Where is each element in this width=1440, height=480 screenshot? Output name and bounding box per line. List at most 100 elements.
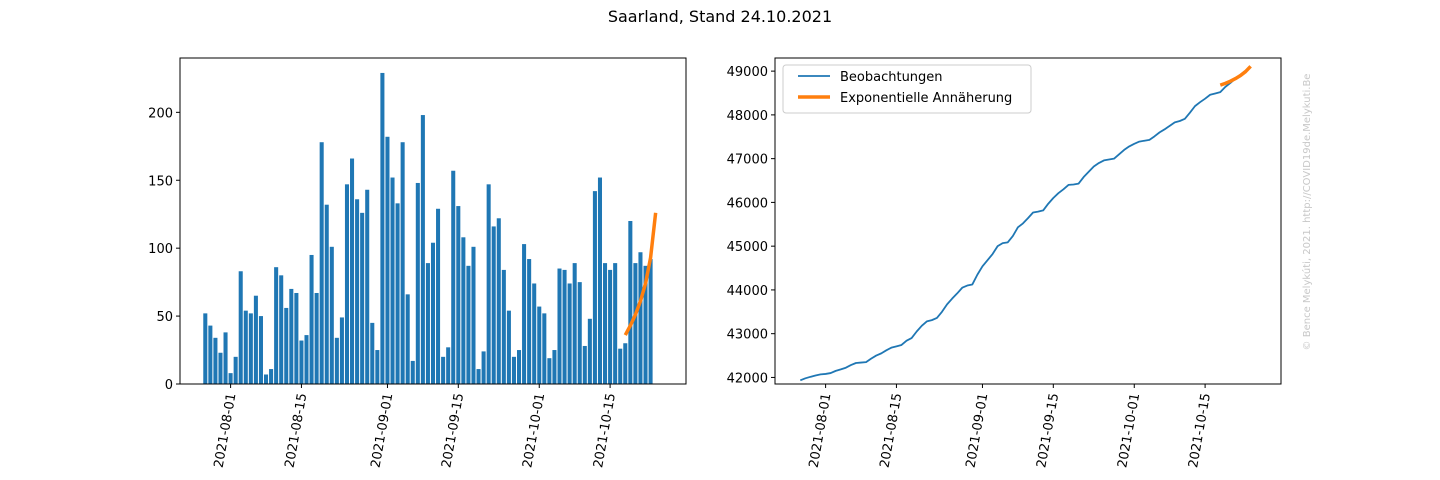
observations-line <box>799 69 1247 382</box>
y-tick-label: 42000 <box>727 371 768 386</box>
bar <box>365 189 370 384</box>
y-tick-label: 46000 <box>727 196 768 211</box>
x-tick-label: 2021-10-15 <box>591 392 619 469</box>
x-tick-label: 2021-08-01 <box>212 392 240 469</box>
bar <box>532 283 537 384</box>
bar <box>567 283 572 384</box>
bar <box>294 292 299 384</box>
exponential-fit-line <box>623 212 658 336</box>
x-tick-label: 2021-10-01 <box>1115 392 1143 469</box>
bar <box>344 184 350 384</box>
bar <box>451 170 456 384</box>
bar <box>208 325 213 384</box>
x-tick-label: 2021-09-15 <box>439 392 467 469</box>
bar <box>522 244 527 384</box>
y-tick-label: 49000 <box>727 65 768 80</box>
y-tick-label: 45000 <box>727 240 768 255</box>
legend-box <box>782 64 1032 114</box>
bar <box>329 246 334 384</box>
y-tick-label: 200 <box>148 106 173 121</box>
x-tick-label: 2021-08-15 <box>282 392 310 469</box>
copyright-watermark: © Bence Melykúti, 2021. http://COVID19de… <box>1301 74 1313 351</box>
bar <box>436 208 441 384</box>
bar <box>572 263 577 384</box>
bar <box>466 265 471 384</box>
bar <box>218 352 223 384</box>
bar <box>269 369 274 384</box>
x-tick-label: 2021-08-01 <box>807 392 835 469</box>
bar <box>405 294 410 384</box>
bar <box>289 288 294 384</box>
figure-title: Saarland, Stand 24.10.2021 <box>608 7 832 26</box>
bar <box>228 373 233 384</box>
bar <box>618 348 623 384</box>
bar <box>511 356 516 384</box>
bar <box>516 350 522 384</box>
exponential-fit-line <box>1219 65 1252 87</box>
bar <box>339 317 344 384</box>
bar <box>400 142 405 384</box>
bar <box>390 177 395 384</box>
bar <box>203 313 208 384</box>
x-tick-label: 2021-09-15 <box>1034 392 1062 469</box>
bar <box>481 351 486 384</box>
bar <box>547 358 552 384</box>
y-tick-label: 43000 <box>727 328 768 343</box>
y-tick-label: 48000 <box>727 109 768 124</box>
bar <box>603 263 608 384</box>
bar <box>537 306 542 384</box>
bar <box>248 313 253 384</box>
bar <box>375 350 380 384</box>
bar <box>279 275 284 384</box>
bar <box>613 263 618 384</box>
bar <box>370 322 375 384</box>
bar <box>527 259 532 384</box>
bar <box>552 350 557 384</box>
y-tick-label: 44000 <box>727 284 768 299</box>
axes-frame <box>179 57 687 385</box>
bar <box>213 337 218 384</box>
bar <box>355 199 360 384</box>
bar <box>557 268 562 384</box>
bar <box>263 374 269 384</box>
x-tick-label: 2021-09-01 <box>369 392 397 469</box>
bar <box>597 177 603 384</box>
bar <box>238 271 243 384</box>
legend-label-fit: Exponentielle Annäherung <box>840 91 1012 106</box>
bar <box>314 292 319 384</box>
bar <box>486 184 491 384</box>
bar <box>385 136 390 384</box>
bar <box>643 265 648 384</box>
bar <box>638 252 643 384</box>
bar <box>350 158 355 384</box>
bar <box>491 226 496 384</box>
bar <box>284 307 289 384</box>
y-tick-label: 150 <box>148 174 173 189</box>
bar <box>243 310 248 384</box>
bar <box>441 356 446 384</box>
bar <box>476 369 481 384</box>
bar <box>334 337 339 384</box>
bar <box>253 295 258 384</box>
bar <box>425 263 430 384</box>
line-series <box>799 65 1252 382</box>
axes-frame <box>774 57 1282 385</box>
bar <box>223 332 228 384</box>
bar <box>309 254 314 384</box>
x-tick-label: 2021-10-15 <box>1186 392 1214 469</box>
bar <box>633 263 638 384</box>
y-tick-label: 47000 <box>727 153 768 168</box>
bar <box>380 72 385 385</box>
bar <box>577 282 582 384</box>
cumulative-cases-line-chart: 42000 43000 44000 45000 46000 47000 48000 49000… <box>727 57 1282 469</box>
bar <box>304 335 309 384</box>
bar <box>415 182 420 384</box>
fit-series <box>623 212 658 336</box>
bar <box>324 204 329 384</box>
bar <box>446 347 451 384</box>
bar <box>456 206 461 384</box>
bar <box>501 269 506 384</box>
bar <box>461 237 466 384</box>
bar <box>592 191 597 384</box>
legend-label-observations: Beobachtungen <box>840 70 943 85</box>
